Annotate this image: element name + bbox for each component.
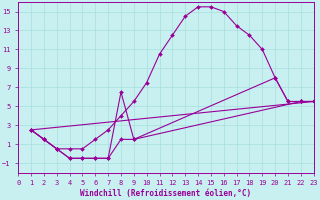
X-axis label: Windchill (Refroidissement éolien,°C): Windchill (Refroidissement éolien,°C) bbox=[80, 189, 252, 198]
